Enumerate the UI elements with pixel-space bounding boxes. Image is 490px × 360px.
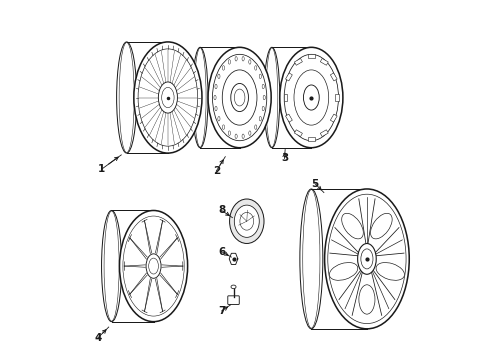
Ellipse shape [376,262,404,280]
Bar [286,73,293,81]
Ellipse shape [358,243,376,274]
Ellipse shape [208,47,271,148]
Bar [335,94,339,101]
Text: 1: 1 [98,164,105,174]
Bar [320,130,328,136]
Ellipse shape [158,82,177,113]
Ellipse shape [231,84,248,112]
Ellipse shape [324,189,409,329]
Text: 3: 3 [281,153,288,163]
Ellipse shape [280,47,343,148]
Bar [286,114,293,122]
Ellipse shape [234,205,259,237]
Bar [308,54,315,58]
Ellipse shape [230,199,264,243]
Ellipse shape [370,213,392,239]
Bar [308,137,315,141]
Ellipse shape [303,85,319,110]
Text: 6: 6 [218,247,225,257]
Ellipse shape [120,211,188,321]
FancyBboxPatch shape [228,296,239,305]
Text: 7: 7 [218,306,225,316]
Ellipse shape [329,262,358,280]
Bar [294,58,302,65]
Ellipse shape [231,285,236,289]
Ellipse shape [342,213,363,239]
Ellipse shape [146,254,161,278]
Bar [330,73,337,81]
Text: 4: 4 [94,333,101,343]
Ellipse shape [359,285,375,314]
Bar [284,94,287,101]
Bar [330,114,337,122]
Text: 2: 2 [213,166,220,176]
Ellipse shape [134,42,202,153]
Text: 8: 8 [218,206,225,216]
Bar [320,58,328,65]
Text: 5: 5 [311,179,318,189]
Bar [294,130,302,136]
